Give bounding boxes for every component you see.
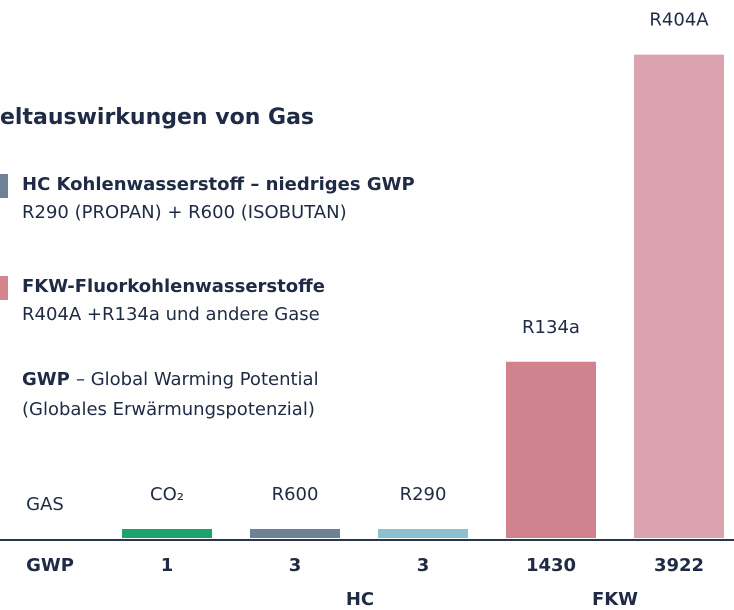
legend-text: R290 (PROPAN) + R600 (ISOBUTAN) <box>22 202 347 223</box>
category-label: R404A <box>649 10 709 31</box>
value-label: 1 <box>161 555 174 576</box>
legend-label: HC Kohlenwasserstoff – niedriges GWP <box>22 174 415 195</box>
bar <box>506 361 596 538</box>
value-label: 3922 <box>654 555 704 576</box>
category-label: R290 <box>400 484 447 505</box>
note-term: GWP <box>22 369 70 390</box>
value-label: 3 <box>417 555 430 576</box>
bar <box>122 529 212 538</box>
chart-title: eltauswirkungen von Gas <box>0 105 314 130</box>
bar <box>250 529 340 538</box>
group-label: FKW <box>592 589 638 610</box>
value-label: 1430 <box>526 555 576 576</box>
legend-swatch <box>0 174 8 198</box>
category-label: CO₂ <box>150 484 184 505</box>
value-header: GWP <box>26 555 74 576</box>
note-text: (Globales Erwärmungspotenzial) <box>22 399 315 420</box>
note-text: – Global Warming Potential <box>76 369 319 390</box>
category-header: GAS <box>26 494 64 515</box>
value-label: 3 <box>289 555 302 576</box>
legend-text: R404A +R134a und andere Gase <box>22 304 320 325</box>
bar <box>378 529 468 538</box>
group-label: HC <box>346 589 374 610</box>
category-label: R134a <box>522 317 580 338</box>
legend-swatch <box>0 276 8 300</box>
legend-label: FKW-Fluorkohlenwasserstoffe <box>22 276 325 297</box>
category-label: R600 <box>272 484 319 505</box>
bar <box>634 54 724 539</box>
